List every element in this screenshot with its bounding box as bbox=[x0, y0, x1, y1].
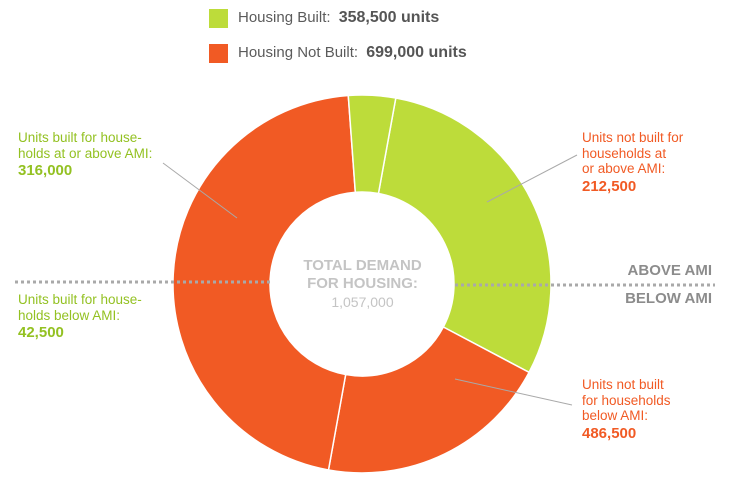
legend-label-not-built: Housing Not Built: bbox=[238, 44, 359, 61]
legend-item-not-built: Housing Not Built: 699,000 units bbox=[209, 43, 467, 63]
ami-label-above: ABOVE AMI bbox=[627, 262, 712, 279]
annotation-value-built-above: 316,000 bbox=[18, 162, 73, 179]
annotation-value-not-built-below: 486,500 bbox=[582, 424, 637, 442]
legend-item-built: Housing Built: 358,500 units bbox=[209, 8, 467, 28]
leader-line-not-built-above bbox=[486, 154, 578, 203]
donut-slice-1 bbox=[377, 97, 552, 374]
legend-value-not-built: 699,000 units bbox=[366, 44, 467, 61]
legend-value-built: 358,500 units bbox=[338, 9, 440, 26]
center-total-value: 1,057,000 bbox=[331, 294, 394, 310]
donut-slice-4 bbox=[347, 94, 397, 195]
center-label: TOTAL DEMAND FOR HOUSING: 1,057,000 bbox=[270, 257, 455, 311]
leader-line-built-above bbox=[162, 162, 238, 219]
legend-swatch-not-built bbox=[209, 43, 228, 63]
donut-slice-2 bbox=[327, 325, 531, 474]
annotation-built-above: Units built for house- holds at or above… bbox=[18, 130, 153, 179]
annotation-not-built-above: Units not built for households at or abo… bbox=[582, 130, 684, 195]
donut-slice-3 bbox=[172, 94, 357, 471]
legend-swatch-built bbox=[209, 8, 228, 28]
annotation-built-below: Units built for house- holds below AMI: … bbox=[18, 292, 142, 341]
annotation-value-not-built-above: 212,500 bbox=[582, 177, 637, 195]
legend: Housing Built: 358,500 units Housing Not… bbox=[209, 8, 467, 78]
ami-label-below: BELOW AMI bbox=[625, 290, 712, 307]
leader-line-not-built-below bbox=[454, 378, 573, 406]
annotation-value-built-below: 42,500 bbox=[18, 324, 64, 341]
legend-label-built: Housing Built: bbox=[238, 9, 331, 26]
annotation-not-built-below: Units not built for households below AMI… bbox=[582, 377, 671, 442]
